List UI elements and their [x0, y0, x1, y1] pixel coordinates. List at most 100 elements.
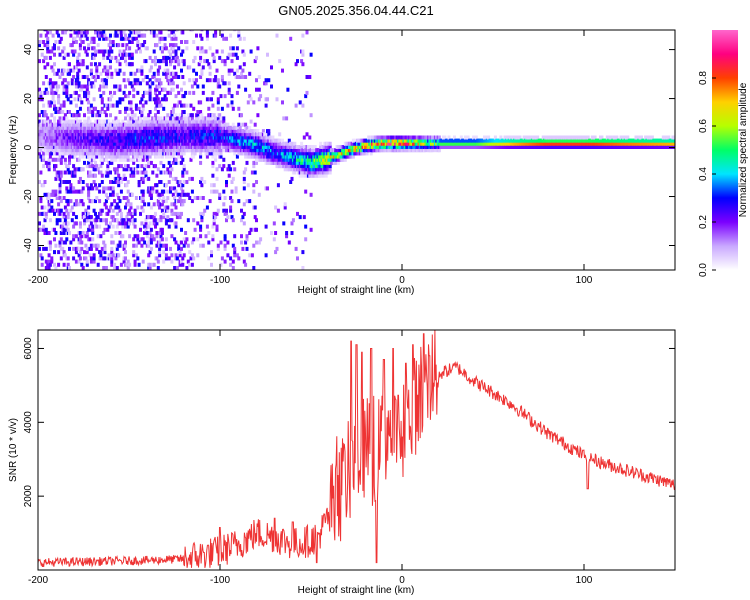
spectrogram-cell: [103, 33, 107, 38]
spectrogram-cell: [154, 106, 157, 111]
spectrogram-cell: [62, 55, 66, 60]
spectrogram-cell: [106, 164, 110, 169]
spectrogram-cell: [144, 59, 148, 64]
spectrogram-cell: [118, 100, 122, 105]
spectrogram-cell: [84, 243, 88, 248]
spectrogram-cell: [128, 234, 132, 239]
spectrogram-cell: [91, 154, 95, 159]
spectrogram-cell: [174, 157, 178, 162]
spectrogram-cell: [111, 224, 115, 229]
spectrogram-cell: [169, 154, 172, 159]
spectrogram-cell: [305, 30, 309, 35]
spectrogram-cell: [72, 52, 76, 57]
spectrogram-cell: [190, 151, 194, 156]
spectrogram-cell: [124, 243, 127, 248]
spectrogram-cell: [72, 224, 76, 229]
spectrogram-cell: [66, 81, 70, 86]
spectrogram-cell: [38, 221, 41, 226]
spectrogram-cell: [130, 116, 134, 121]
spectrogram-cell: [160, 208, 164, 213]
spectrogram-cell: [80, 100, 84, 105]
spectrogram-cell: [182, 180, 186, 184]
spectrogram-cell: [149, 246, 153, 251]
spectrogram-cell: [85, 65, 89, 70]
spectrogram-cell: [169, 43, 172, 48]
spectrogram-cell: [100, 49, 104, 54]
spectrogram-cell: [115, 103, 119, 108]
spectrogram-cell: [124, 221, 127, 226]
spectrogram-cell: [270, 65, 273, 70]
spectrogram-cell: [47, 196, 51, 200]
spectrogram-cell: [152, 33, 156, 38]
spectrogram-cell: [51, 97, 55, 102]
spectrogram-cell: [50, 259, 54, 264]
spectrogram-cell: [51, 68, 55, 73]
spectrogram-cell: [174, 49, 178, 54]
spectrogram-cell: [95, 164, 99, 169]
spectrogram-cell: [48, 78, 52, 83]
spectrogram-cell: [39, 170, 43, 175]
spectrogram-cell: [109, 59, 112, 64]
spectrogram-cell: [83, 75, 86, 79]
spectrogram-cell: [220, 106, 224, 111]
spectrogram-cell: [44, 33, 48, 38]
spectrogram-cell: [91, 186, 95, 191]
spectrogram-cell: [244, 167, 248, 172]
spectrogram-cell: [87, 43, 91, 48]
spectrogram-cell: [83, 160, 86, 165]
spectrogram-cell: [70, 218, 74, 223]
spectrogram-cell: [42, 154, 46, 159]
spectrogram-cell: [124, 55, 127, 60]
spectrogram-cell: [178, 100, 182, 105]
spectrogram-cell: [85, 262, 89, 267]
spectrogram-cell: [61, 30, 65, 35]
spectrogram-cell: [80, 84, 84, 89]
spectrogram-cell: [87, 186, 91, 191]
spectrogram-cell: [95, 65, 99, 70]
spectrogram-cell: [118, 221, 122, 226]
spectrogram-cell: [81, 167, 85, 172]
spectrogram-cell: [117, 43, 121, 48]
spectrogram-cell: [182, 81, 186, 86]
spectrogram-cell: [62, 68, 66, 73]
spectrogram-cell: [63, 205, 67, 210]
spectrogram-cell: [154, 90, 157, 95]
spectrogram-cell: [125, 167, 129, 172]
spectrogram-cell: [205, 30, 209, 35]
spectrogram-cell: [218, 196, 222, 200]
spectrogram-cell: [171, 154, 175, 159]
spectrogram-cell: [270, 231, 273, 235]
spectrogram-cell: [154, 97, 157, 102]
spectrogram-cell: [156, 110, 160, 114]
spectrogram-cell: [63, 218, 67, 223]
spectrogram-cell: [252, 243, 256, 248]
spectrogram-cell: [212, 59, 216, 64]
spectrogram-cell: [51, 189, 55, 194]
spectrogram-cell: [106, 173, 110, 178]
spectrogram-cell: [95, 113, 99, 118]
spectrogram-cell: [248, 125, 252, 130]
spectrogram-cell: [158, 250, 162, 255]
spectrogram-cell: [62, 231, 66, 235]
spectrogram-cell: [143, 224, 147, 229]
spectrogram-cell: [155, 231, 159, 235]
spectrogram-cell: [126, 154, 130, 159]
spectrogram-cell: [180, 211, 183, 216]
spectrogram-cell: [334, 160, 338, 165]
spectrogram-cell: [99, 253, 103, 258]
spectrogram-cell: [46, 36, 50, 41]
spectrogram-cell: [132, 250, 136, 255]
spectrogram-cell: [57, 250, 61, 255]
spectrogram-cell: [38, 246, 41, 251]
spectrogram-cell: [84, 33, 88, 38]
spectrogram-cell: [186, 218, 190, 223]
spectrogram-cell: [255, 160, 258, 165]
spectrogram-cell: [321, 173, 325, 178]
spectrogram-cell: [289, 36, 293, 41]
spectrogram-cell: [102, 189, 106, 194]
spectrogram-cell: [121, 43, 125, 48]
spectrogram-cell: [68, 266, 71, 270]
spectrogram-cell: [104, 218, 108, 223]
spectrogram-cell: [74, 250, 78, 255]
spectrogram-cell: [57, 94, 61, 99]
